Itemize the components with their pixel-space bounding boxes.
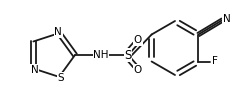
Text: O: O [134,65,142,75]
Text: S: S [58,73,64,83]
Text: S: S [124,49,132,61]
Text: N: N [54,27,62,37]
Text: F: F [213,57,218,67]
Text: N: N [31,65,38,74]
Text: O: O [134,35,142,45]
Text: NH: NH [93,50,109,60]
Text: N: N [223,14,230,24]
